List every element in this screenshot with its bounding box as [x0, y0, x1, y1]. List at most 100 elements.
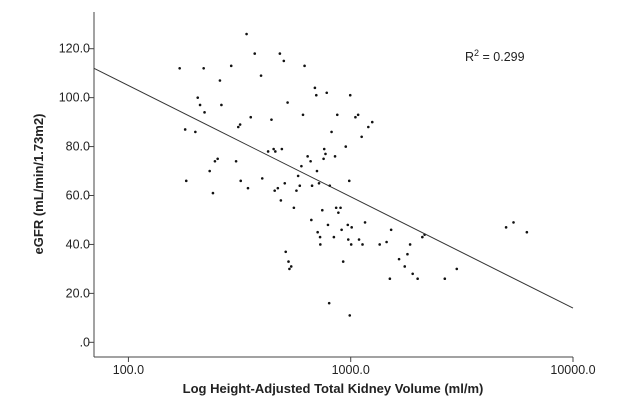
data-point	[260, 177, 264, 180]
data-point	[354, 115, 357, 119]
data-point	[504, 226, 508, 229]
data-point	[178, 66, 181, 70]
data-point	[303, 64, 306, 68]
data-point	[194, 130, 197, 134]
y-tick-label: 60.0	[66, 189, 90, 203]
data-point	[218, 79, 222, 82]
data-point	[249, 115, 253, 119]
data-point	[356, 113, 360, 117]
data-point	[320, 208, 324, 212]
data-point	[361, 243, 364, 246]
data-point	[341, 260, 345, 263]
y-tick-label: 20.0	[66, 286, 90, 300]
data-point	[318, 235, 322, 239]
data-point	[309, 159, 312, 163]
data-point	[300, 164, 303, 168]
data-point	[245, 32, 248, 36]
data-point	[357, 238, 361, 241]
data-point	[406, 252, 409, 256]
data-point	[316, 230, 319, 234]
data-point	[211, 191, 215, 195]
x-tick-label: 10000.0	[550, 363, 595, 377]
x-axis-ticks: 100.0 1000.0 10000.0	[113, 357, 596, 377]
data-point	[276, 186, 280, 190]
data-point	[274, 150, 277, 153]
data-point	[270, 118, 273, 121]
data-point	[296, 174, 300, 178]
data-point	[335, 113, 339, 117]
data-point	[282, 59, 286, 63]
data-point	[416, 277, 419, 281]
data-point	[216, 157, 219, 161]
data-point	[310, 184, 314, 188]
data-point	[334, 206, 338, 210]
data-point	[272, 147, 275, 151]
data-point	[273, 189, 276, 192]
data-point	[286, 101, 289, 104]
data-point	[319, 243, 322, 246]
data-point	[298, 184, 302, 188]
x-tick-label: 100.0	[113, 363, 144, 377]
data-point	[325, 91, 329, 95]
data-point	[288, 267, 291, 271]
data-point	[443, 277, 447, 281]
data-point	[403, 265, 407, 268]
data-point	[347, 179, 351, 183]
r-squared-annotation: R2 = 0.299	[465, 48, 525, 64]
data-point	[411, 272, 414, 276]
y-tick-label: 40.0	[66, 237, 90, 251]
y-tick-label: 120.0	[59, 42, 90, 56]
data-point	[455, 267, 459, 271]
data-point	[196, 96, 200, 99]
data-point	[332, 235, 336, 239]
data-point	[220, 103, 223, 107]
data-point	[280, 147, 284, 151]
data-point	[327, 301, 331, 305]
data-point	[322, 157, 325, 161]
data-point	[333, 155, 337, 158]
data-point	[350, 226, 353, 229]
data-point	[360, 135, 363, 139]
data-point	[266, 150, 270, 153]
data-point	[295, 189, 298, 192]
y-axis-ticks: .0 20.0 40.0 60.0 80.0 100.0 120.0	[59, 42, 94, 349]
data-point	[239, 179, 243, 183]
data-point	[229, 64, 233, 68]
data-point	[346, 238, 350, 241]
data-point	[301, 113, 305, 117]
data-point	[283, 181, 287, 185]
data-point	[213, 159, 217, 163]
regression-line	[93, 67, 574, 309]
data-point	[330, 130, 333, 134]
data-point	[236, 125, 240, 129]
data-point	[317, 181, 321, 185]
x-axis-title: Log Height-Adjusted Total Kidney Volume …	[183, 381, 484, 396]
data-point	[346, 223, 350, 227]
x-tick-label: 1000.0	[332, 363, 370, 377]
data-point	[198, 103, 202, 107]
data-point	[421, 235, 424, 239]
data-point	[370, 120, 374, 124]
data-point	[322, 147, 326, 151]
data-point	[253, 52, 257, 55]
y-tick-label: 100.0	[59, 91, 90, 105]
data-point	[202, 66, 205, 70]
data-point	[385, 240, 388, 244]
data-point	[389, 228, 393, 232]
data-point	[203, 111, 206, 114]
data-point	[339, 206, 342, 210]
data-point	[279, 199, 283, 202]
data-point	[397, 257, 401, 261]
data-point	[246, 186, 250, 190]
data-point	[408, 243, 412, 246]
data-point	[234, 159, 238, 163]
data-point	[367, 125, 370, 129]
data-point	[388, 277, 392, 281]
data-point	[289, 265, 293, 268]
data-point	[337, 211, 340, 214]
data-point	[292, 206, 296, 210]
data-point	[348, 93, 352, 97]
data-point	[326, 223, 330, 227]
data-point	[363, 221, 367, 224]
